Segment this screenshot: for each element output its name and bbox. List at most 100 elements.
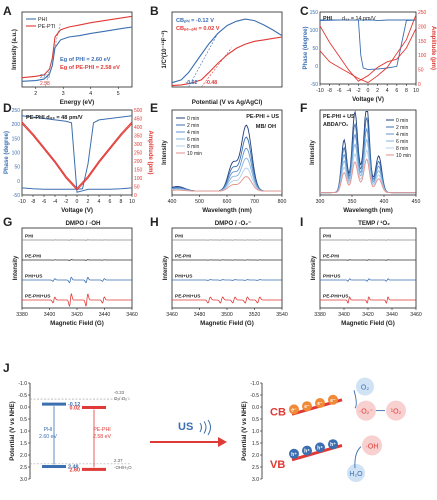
y2-tick-label: 50 xyxy=(134,185,140,191)
hole-icon xyxy=(328,439,338,450)
x-tick-label: -8 xyxy=(327,88,332,94)
y-tick-label: 50 xyxy=(14,165,20,171)
electron-icon xyxy=(328,394,338,405)
legend-label: PE-PHI+US xyxy=(25,294,51,300)
cb-bar-PE-PHI xyxy=(82,405,106,409)
annotation: 2.60 xyxy=(40,74,50,80)
x-axis-label: Wavelength (nm) xyxy=(343,207,393,214)
annotation: Eɡ of PHI = 2.60 eV xyxy=(60,57,111,63)
annotation: CBₚₑ₋ₚₕᵢ = 0.02 V xyxy=(176,26,220,32)
legend-label: 2 min xyxy=(396,125,408,131)
cb-bar-PHI xyxy=(42,402,66,406)
us-arrow-head xyxy=(218,437,227,447)
x-axis-label: Magnetic Field (G) xyxy=(50,320,104,327)
y-tick-label: -1.0 xyxy=(250,381,259,387)
y-tick-label: 0.0 xyxy=(252,405,259,411)
y-tick-label: -50 xyxy=(13,193,20,199)
o2-label: O₂ xyxy=(361,385,369,392)
electron-icon xyxy=(315,398,325,408)
x-tick-label: 0 xyxy=(367,88,370,94)
annotation: PE-PHI d₃₃ = 48 pm/V xyxy=(26,115,83,121)
o2-bubble xyxy=(356,377,374,396)
y-tick-label: 100 xyxy=(310,28,319,34)
x-axis-label: Voltage (V) xyxy=(61,207,93,214)
x-tick-label: -6 xyxy=(42,199,47,205)
x-tick-label: 5 xyxy=(117,91,120,97)
arrow xyxy=(353,390,357,409)
x-tick-label: 3500 xyxy=(221,312,233,318)
x-axis-label: Voltage (V) xyxy=(352,96,384,103)
annotation: -0.48 xyxy=(205,80,217,86)
y2-axis-label: Amplitude (pm) xyxy=(430,26,436,70)
annotation: ABDA/¹O₂ xyxy=(323,122,349,128)
series-line-PHI-plus-US xyxy=(22,276,132,284)
x-tick-label: 3440 xyxy=(99,312,111,318)
panel-letter: F xyxy=(300,101,307,115)
x-tick-label: 3520 xyxy=(249,312,261,318)
panel-letter: G xyxy=(3,215,12,229)
superoxide-bubble xyxy=(356,400,376,421)
electron-icon xyxy=(302,401,312,412)
vb-bar-PE-PHI xyxy=(82,467,106,471)
series-line-PE-PHI-plus-US xyxy=(172,296,282,304)
panel-letter: J xyxy=(3,361,10,375)
x-tick-label: -4 xyxy=(346,88,351,94)
legend-label: 0 min xyxy=(187,116,199,122)
hydroxyl-label: ·OH xyxy=(366,443,379,450)
series-line-PHI-plus-US xyxy=(172,279,282,281)
x-tick-label: -10 xyxy=(18,199,26,205)
panel-title: DMPO / ·OH xyxy=(65,220,101,227)
series-line-PE-PTI xyxy=(21,15,133,79)
annotation: PE-PHI + US xyxy=(323,114,355,120)
wave-icon xyxy=(203,421,207,434)
us-label: US xyxy=(178,421,193,433)
panel-title: DMPO / ·O₂⁻ xyxy=(215,220,252,227)
x-tick-label: 3440 xyxy=(386,312,398,318)
y-tick-label: 2.5 xyxy=(20,465,27,471)
series-line-PHI xyxy=(171,18,283,84)
band-name: PHI xyxy=(44,427,53,433)
x-tick-label: 3460 xyxy=(166,312,178,318)
y-tick-label: 0 xyxy=(315,64,318,70)
x-tick-label: -4 xyxy=(53,199,58,205)
x-tick-label: -2 xyxy=(356,88,361,94)
y-tick-label: 150 xyxy=(310,10,319,16)
electron-label: e⁻ xyxy=(317,401,323,407)
x-axis-label: Potential (V vs Ag/AgCl) xyxy=(192,99,263,106)
y2-tick-label: 500 xyxy=(134,108,143,114)
panel-a-frame xyxy=(21,11,133,88)
y-axis-label: Intensity xyxy=(311,255,317,280)
band-gap: 2.60 eV xyxy=(39,434,57,440)
hole-label: h⁺ xyxy=(330,442,336,448)
reference-value: 2.37 xyxy=(114,458,123,463)
legend-label: 10 min xyxy=(187,151,202,157)
x-tick-label: 400 xyxy=(380,199,389,205)
y2-tick-label: 450 xyxy=(134,117,143,123)
hole-label: h⁺ xyxy=(291,452,297,458)
y-axis-label: Phase (degree) xyxy=(303,26,309,69)
y-tick-label: 1.0 xyxy=(20,429,27,435)
y2-tick-label: 0 xyxy=(418,82,421,88)
x-tick-label: 600 xyxy=(223,199,232,205)
reference-species: ·OH/H₂O xyxy=(114,465,132,470)
cb-value: 0.02 xyxy=(70,405,81,411)
legend-label: PHI+US xyxy=(175,274,193,280)
series-line-Amplitude-return xyxy=(319,25,417,82)
annotation: -0.62 xyxy=(186,80,198,86)
x-tick-label: 10 xyxy=(413,88,419,94)
y-tick-label: 3.0 xyxy=(252,477,259,483)
y-tick-label: 0.0 xyxy=(20,405,27,411)
legend-label: 0 min xyxy=(396,118,408,124)
legend-label: PE-PTI xyxy=(38,24,55,30)
x-tick-label: 3480 xyxy=(194,312,206,318)
x-axis-label: Energy (eV) xyxy=(60,99,94,106)
panel-letter: B xyxy=(150,4,159,18)
legend-label: PHI+US xyxy=(323,274,341,280)
legend-label: 4 min xyxy=(187,130,199,136)
x-tick-label: 3420 xyxy=(362,312,374,318)
y-axis-label: Intensity (a.u.) xyxy=(12,29,18,70)
series-line-Amplitude xyxy=(319,14,417,84)
x-tick-label: 3400 xyxy=(44,312,56,318)
panel-letter: I xyxy=(300,215,303,229)
y2-tick-label: 200 xyxy=(418,24,427,30)
